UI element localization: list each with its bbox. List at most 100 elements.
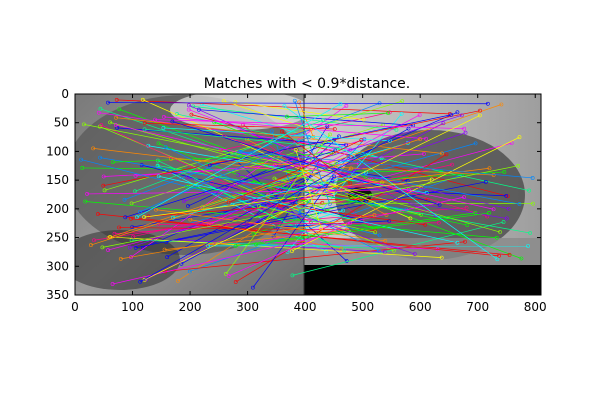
match-line <box>167 155 349 258</box>
match-line <box>286 112 389 118</box>
keypoint-right <box>516 163 521 168</box>
keypoint-left <box>187 269 192 274</box>
keypoint-right <box>495 257 500 262</box>
keypoint-right <box>450 162 454 167</box>
keypoint-left <box>122 197 127 202</box>
keypoint-right <box>463 239 467 244</box>
keypoint-left <box>188 217 193 222</box>
match-line <box>144 179 432 218</box>
keypoint-left <box>128 245 132 250</box>
keypoint-left <box>133 174 138 178</box>
keypoint-right <box>399 111 404 116</box>
keypoint-right <box>424 136 428 141</box>
keypoint-left <box>95 212 100 216</box>
keypoint-left <box>189 112 194 117</box>
match-line <box>112 234 327 285</box>
keypoint-right <box>338 102 343 106</box>
keypoint-left <box>261 239 266 244</box>
keypoint-left <box>175 278 180 283</box>
keypoint-left <box>142 215 147 220</box>
keypoint-right <box>361 117 366 122</box>
keypoint-right <box>418 137 422 142</box>
keypoint-left <box>257 204 261 209</box>
keypoint-left <box>179 261 184 266</box>
match-line <box>107 102 488 105</box>
keypoint-right <box>439 255 444 260</box>
match-lines <box>79 97 535 290</box>
match-line <box>102 165 519 248</box>
keypoint-right <box>441 121 446 126</box>
keypoint-right <box>530 176 535 180</box>
plot-frame <box>74 93 542 296</box>
match-line <box>82 167 442 173</box>
keypoint-left <box>91 146 96 151</box>
keypoint-left <box>171 215 175 220</box>
keypoint-left <box>161 114 166 119</box>
keypoint-left <box>185 175 190 180</box>
keypoint-right <box>526 244 530 248</box>
keypoint-right <box>386 111 391 116</box>
keypoint-left <box>153 117 157 122</box>
x-tick-label: 700 <box>466 300 489 314</box>
keypoint-left <box>186 107 191 112</box>
match-line <box>100 108 402 212</box>
match-line <box>109 122 501 233</box>
keypoint-right <box>504 193 509 198</box>
keypoint-left <box>113 123 118 127</box>
match-line <box>298 102 314 137</box>
keypoint-left <box>138 209 142 214</box>
match-line <box>158 175 458 244</box>
match-line <box>253 195 371 235</box>
match-line <box>188 104 437 216</box>
keypoint-left <box>154 207 158 212</box>
keypoint-left <box>112 231 117 236</box>
keypoint-left <box>292 98 297 103</box>
match-line <box>136 103 341 218</box>
keypoint-right <box>434 213 439 218</box>
keypoint-left <box>98 155 102 160</box>
keypoint-left <box>101 174 106 179</box>
keypoint-left <box>161 126 166 130</box>
keypoint-right <box>400 99 405 104</box>
keypoint-left <box>92 238 96 243</box>
keypoint-left <box>236 173 241 177</box>
keypoint-right <box>327 202 332 206</box>
keypoint-right <box>339 246 344 251</box>
match-line <box>166 181 486 243</box>
x-tick-label: 200 <box>179 300 202 314</box>
keypoint-left <box>129 201 134 206</box>
match-line <box>119 227 376 231</box>
keypoint-right <box>394 127 399 132</box>
match-line <box>187 177 415 255</box>
keypoint-right <box>380 180 384 185</box>
keypoint-left <box>99 123 104 127</box>
match-line <box>142 99 411 219</box>
match-line <box>165 241 466 272</box>
keypoint-right <box>473 210 478 215</box>
keypoint-right <box>491 207 496 212</box>
match-line <box>208 114 420 226</box>
keypoint-right <box>462 126 467 131</box>
keypoint-right <box>412 252 417 256</box>
keypoint-left <box>224 272 228 276</box>
match-line <box>163 127 390 142</box>
match-line <box>235 212 476 247</box>
keypoint-right <box>517 135 522 140</box>
keypoint-left <box>207 163 212 168</box>
x-tick-label: 100 <box>121 300 144 314</box>
keypoint-right <box>373 230 378 235</box>
match-line <box>144 122 335 130</box>
y-tick-label: 200 <box>46 202 69 216</box>
keypoint-right <box>348 181 353 186</box>
keypoint-left <box>100 245 105 250</box>
x-tick-label: 400 <box>294 300 317 314</box>
keypoint-right <box>459 113 464 118</box>
keypoint-right <box>341 208 345 213</box>
match-line <box>93 148 421 188</box>
keypoint-right <box>465 223 470 227</box>
x-axis: 0 100 200 300 400 500 600 700 800 <box>71 94 547 314</box>
keypoint-left <box>237 149 242 154</box>
keypoint-left <box>251 231 256 236</box>
keypoint-right <box>359 138 364 142</box>
